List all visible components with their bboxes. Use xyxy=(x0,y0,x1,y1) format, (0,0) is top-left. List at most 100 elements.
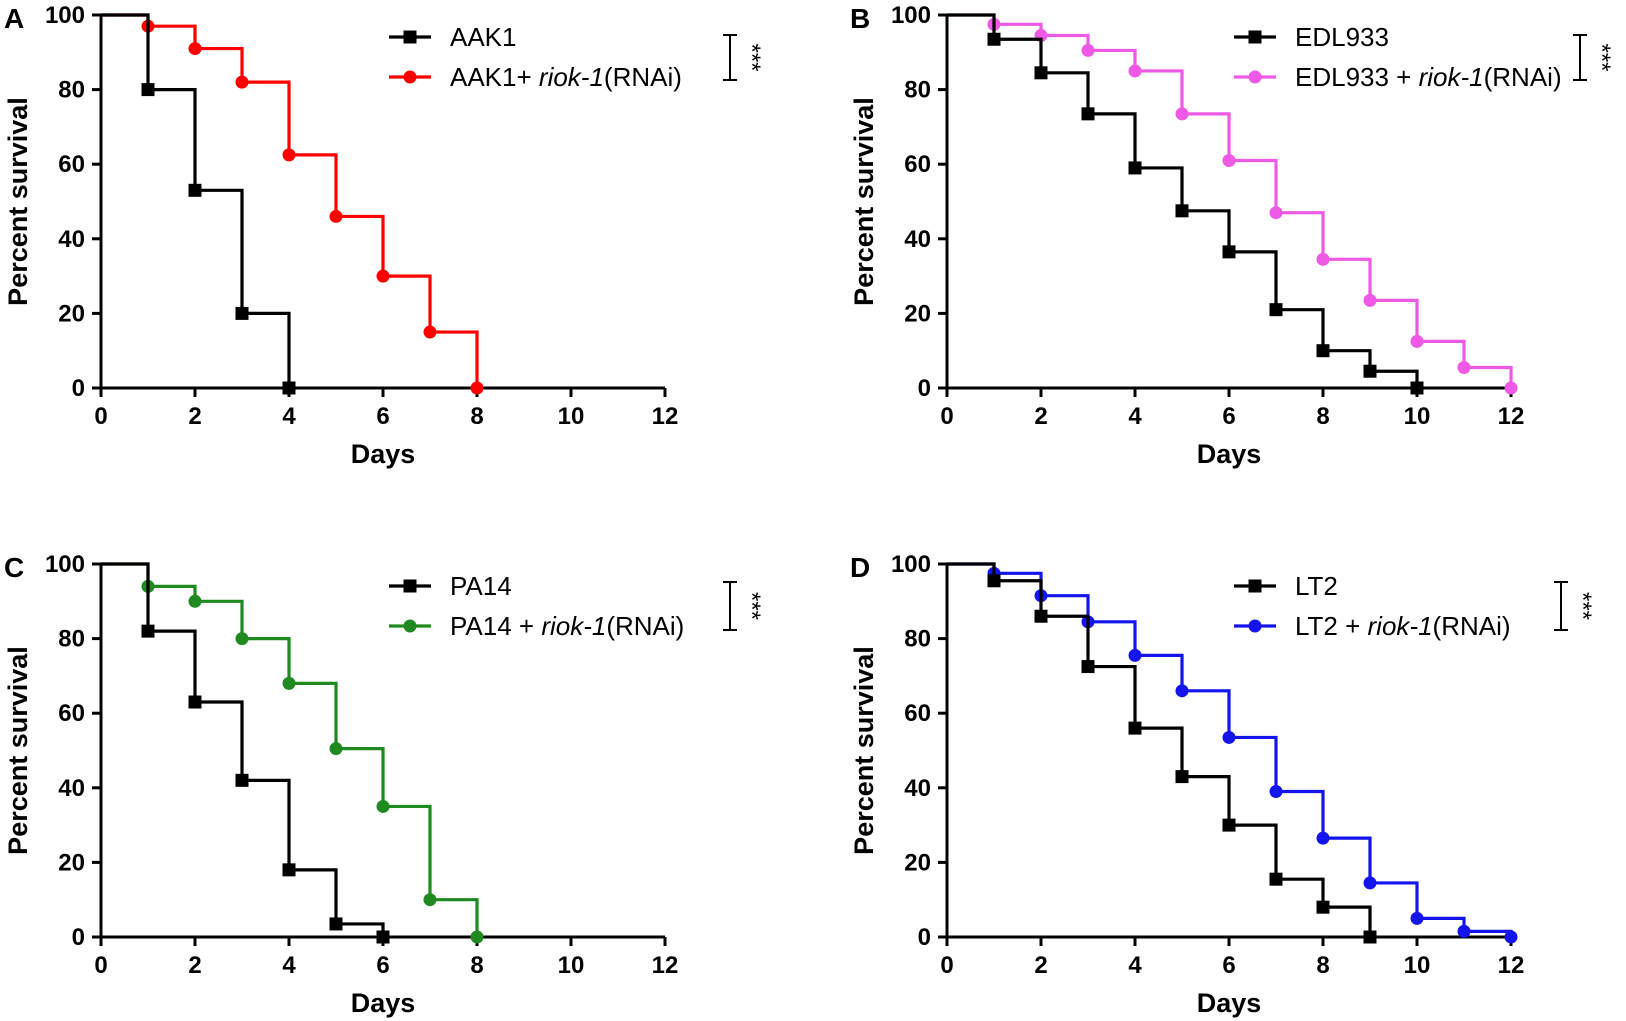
panel-c-y-axis-title: Percent survival xyxy=(3,646,33,855)
panel-c-legend-1-label: PA14 xyxy=(450,571,512,601)
panel-d-series-2-point xyxy=(1363,876,1377,890)
panel-b-significance: *** xyxy=(1588,43,1615,71)
panel-b-y-axis-title: Percent survival xyxy=(849,97,879,306)
panel-a-y-axis-title: Percent survival xyxy=(3,97,33,306)
panel-d-series-2-point xyxy=(1222,730,1236,744)
panel-c-series-2-point xyxy=(188,594,202,608)
panel-c-series-1-point xyxy=(282,863,296,877)
panel-d-series-2-point xyxy=(1269,785,1283,799)
panel-b-legend-1-label: EDL933 xyxy=(1295,22,1389,52)
panel-b-series-2-point xyxy=(1504,381,1518,395)
panel-a-y-tick-label: 0 xyxy=(72,375,85,402)
panel-d-x-axis-title: Days xyxy=(1197,988,1262,1018)
panel-a-legend-1-label: AAK1 xyxy=(450,22,517,52)
panel-d-series-1-point xyxy=(987,574,1001,588)
panel-a-series-2-point xyxy=(282,148,296,162)
panel-c-y-tick-label: 80 xyxy=(58,626,85,653)
panel-d-x-tick-label: 10 xyxy=(1404,952,1431,979)
panel-b-series-2-point xyxy=(1175,107,1189,121)
panel-b-series-2-point xyxy=(1363,293,1377,307)
panel-c-series-1-point xyxy=(188,695,202,709)
panel-d-series-1-line xyxy=(947,562,1372,937)
panel-b: B 0 2 4 6 8 10 12 0 20 40 60 80 100 Days Percent surviv… xyxy=(849,2,1615,469)
panel-a-y-tick-label: 40 xyxy=(58,226,85,253)
panel-b-legend-2-label: EDL933 + riok-1(RNAi) xyxy=(1295,62,1562,92)
panel-c-x-axis-title: Days xyxy=(351,988,416,1018)
panel-c-series-2-point xyxy=(282,676,296,690)
panel-d-series-1-point xyxy=(1175,770,1189,784)
panel-a-x-tick-label: 2 xyxy=(188,403,201,430)
panel-a-series-2-point xyxy=(376,269,390,283)
panel-a-legend-2-marker xyxy=(403,70,417,84)
panel-c-x-tick-label: 0 xyxy=(94,952,107,979)
panel-b-series-2-point xyxy=(1316,252,1330,266)
panel-a-legend-2-label: AAK1+ riok-1(RNAi) xyxy=(450,62,682,92)
panel-b-y-tick-label: 0 xyxy=(918,375,931,402)
panel-d-legend-1-label: LT2 xyxy=(1295,571,1338,601)
panel-d-x-tick-label: 8 xyxy=(1316,952,1329,979)
panel-d-x-tick-label: 12 xyxy=(1498,952,1525,979)
panel-a-series-1-point xyxy=(141,83,155,97)
panel-b-x-tick-label: 4 xyxy=(1128,403,1142,430)
panel-a-x-tick-label: 8 xyxy=(470,403,483,430)
panel-c-series-2-point xyxy=(235,632,249,646)
panel-a-series-1-point xyxy=(235,306,249,320)
panel-b-legend-2-marker xyxy=(1248,70,1262,84)
panel-a-letter: A xyxy=(4,3,24,34)
panel-a-y-tick-label: 80 xyxy=(58,77,85,104)
panel-b-x-tick-label: 12 xyxy=(1498,403,1525,430)
panel-c-y-tick-label: 20 xyxy=(58,849,85,876)
panel-b-series-1-point xyxy=(1410,381,1424,395)
panel-b-series-2-point xyxy=(1410,334,1424,348)
panel-b-series-1-point xyxy=(987,32,1001,46)
panel-d-series-1-point xyxy=(1316,900,1330,914)
panel-a-legend-1-marker xyxy=(403,30,417,44)
panel-b-series-1-point xyxy=(1128,161,1142,175)
panel-a-series-2-point xyxy=(188,42,202,56)
panel-c-x-tick-label: 12 xyxy=(652,952,679,979)
panel-a-x-axis-title: Days xyxy=(351,439,416,469)
panel-d-y-tick-label: 20 xyxy=(904,849,931,876)
panel-c-series-2-point xyxy=(376,799,390,813)
panel-b-series-1-point xyxy=(1034,66,1048,80)
panel-d-y-tick-label: 80 xyxy=(904,626,931,653)
panel-b-x-tick-label: 8 xyxy=(1316,403,1329,430)
panel-d-significance: *** xyxy=(1569,592,1596,620)
panel-a-series-2-point xyxy=(235,75,249,89)
panel-b-y-tick-label: 60 xyxy=(904,151,931,178)
panel-d-series-1-point xyxy=(1128,721,1142,735)
panel-b-series-1-point xyxy=(1222,245,1236,259)
panel-d-x-tick-label: 2 xyxy=(1034,952,1047,979)
panel-b-series-2-point xyxy=(1457,360,1471,374)
panel-b-y-tick-label: 40 xyxy=(904,226,931,253)
panel-d-x-tick-label: 6 xyxy=(1222,952,1235,979)
panel-c-y-tick-label: 60 xyxy=(58,700,85,727)
panel-c-x-tick-label: 4 xyxy=(282,952,296,979)
panel-b-series-2-point xyxy=(1128,64,1142,78)
panel-c-series-1-point xyxy=(329,917,343,931)
panel-a-x-tick-label: 4 xyxy=(282,403,296,430)
panel-c: C 0 2 4 6 8 10 12 0 20 40 60 80 100 Days Percent surviv… xyxy=(3,551,765,1018)
panel-a-x-tick-label: 10 xyxy=(558,403,585,430)
panel-a-significance: *** xyxy=(738,43,765,71)
panel-c-y-tick-label: 40 xyxy=(58,775,85,802)
panel-a-series-2-point xyxy=(329,209,343,223)
panel-b-x-tick-label: 10 xyxy=(1404,403,1431,430)
panel-b-y-tick-label: 80 xyxy=(904,77,931,104)
panel-b-series-1-point xyxy=(1363,364,1377,378)
panel-d-x-tick-label: 0 xyxy=(940,952,953,979)
panel-c-y-tick-label: 100 xyxy=(45,551,85,578)
panel-b-x-tick-label: 6 xyxy=(1222,403,1235,430)
panel-d-x-tick-label: 4 xyxy=(1128,952,1142,979)
panel-b-series-2-point xyxy=(1081,43,1095,57)
panel-d-y-tick-label: 40 xyxy=(904,775,931,802)
panel-b-letter: B xyxy=(850,3,870,34)
panel-c-significance: *** xyxy=(738,592,765,620)
panel-b-series-1-point xyxy=(1081,107,1095,121)
panel-b-x-axis-title: Days xyxy=(1197,439,1262,469)
panel-c-series-1-point xyxy=(141,624,155,638)
panel-a-x-tick-label: 12 xyxy=(652,403,679,430)
panel-d-series-2-point xyxy=(1504,930,1518,944)
panel-d-series-1-point xyxy=(1269,872,1283,886)
